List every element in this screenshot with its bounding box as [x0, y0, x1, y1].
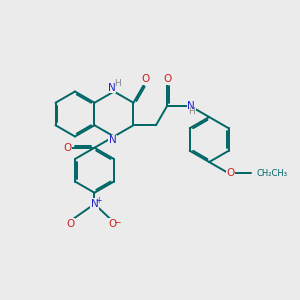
Text: N: N: [108, 83, 116, 93]
Text: N: N: [109, 135, 116, 145]
Text: O: O: [109, 219, 117, 229]
Text: O: O: [66, 219, 75, 229]
Text: O: O: [164, 74, 172, 84]
Text: O: O: [63, 143, 72, 153]
Text: H: H: [188, 107, 195, 116]
Text: N: N: [187, 101, 195, 111]
Text: +: +: [95, 196, 102, 205]
Text: N: N: [91, 199, 98, 209]
Text: CH₂CH₃: CH₂CH₃: [256, 169, 288, 178]
Text: −: −: [113, 217, 121, 226]
Text: H: H: [115, 80, 121, 88]
Text: O: O: [142, 74, 150, 84]
Text: O: O: [226, 168, 234, 178]
